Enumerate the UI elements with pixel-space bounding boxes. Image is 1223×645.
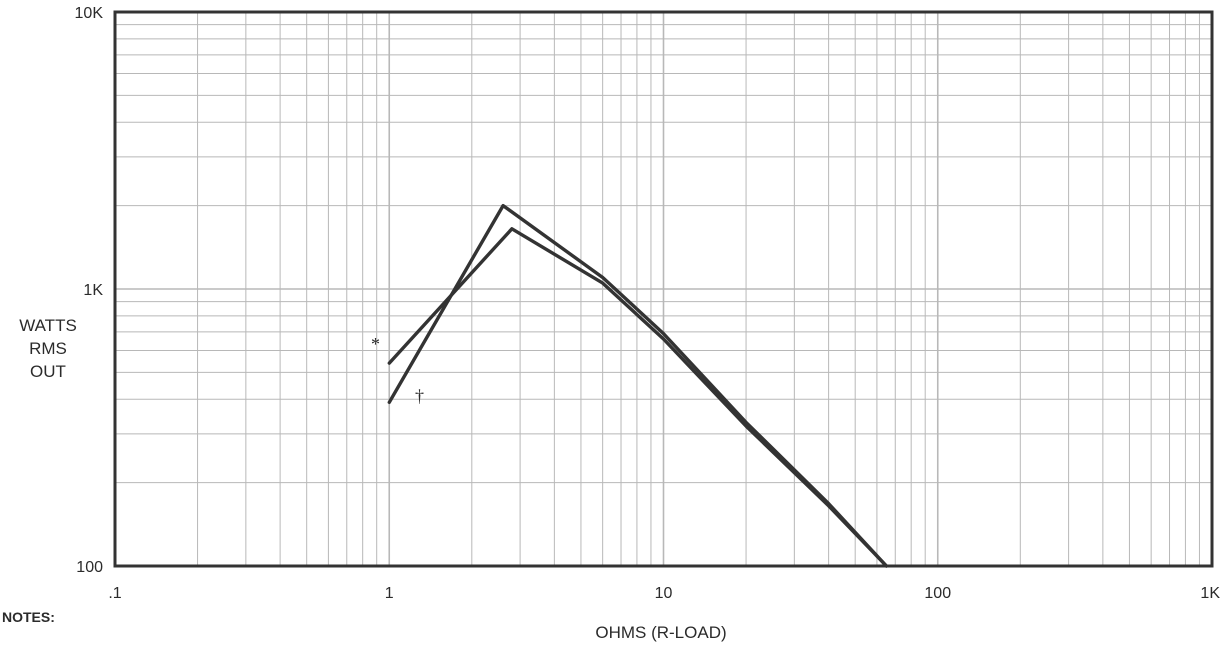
y-tick-label: 100: [76, 559, 103, 576]
x-tick-label: 100: [924, 585, 951, 602]
grid: [115, 12, 1212, 566]
series-group: [387, 203, 889, 568]
y-tick-label: 1K: [83, 282, 103, 299]
series-line-1: [387, 227, 889, 568]
x-axis-label: OHMS (R-LOAD): [595, 623, 726, 642]
y-axis-label-line-1: WATTS: [19, 316, 77, 335]
y-axis-label-line-3: OUT: [30, 362, 66, 381]
y-axis-label-line-2: RMS: [29, 339, 67, 358]
series-marker-dagger: †: [415, 386, 424, 406]
y-tick-label: 10K: [75, 5, 104, 22]
plot-frame: [113, 10, 1214, 568]
notes-title: NOTES:: [2, 609, 55, 625]
x-tick-label: 1: [385, 585, 394, 602]
series-line-2: [387, 203, 889, 568]
series-marker-star: *: [371, 334, 380, 354]
x-tick-label: .1: [108, 585, 121, 602]
x-tick-label: 10: [655, 585, 673, 602]
x-tick-label: 1K: [1200, 585, 1220, 602]
tick-labels: .1 1 10 100 1K 100 1K 10K: [75, 5, 1221, 602]
